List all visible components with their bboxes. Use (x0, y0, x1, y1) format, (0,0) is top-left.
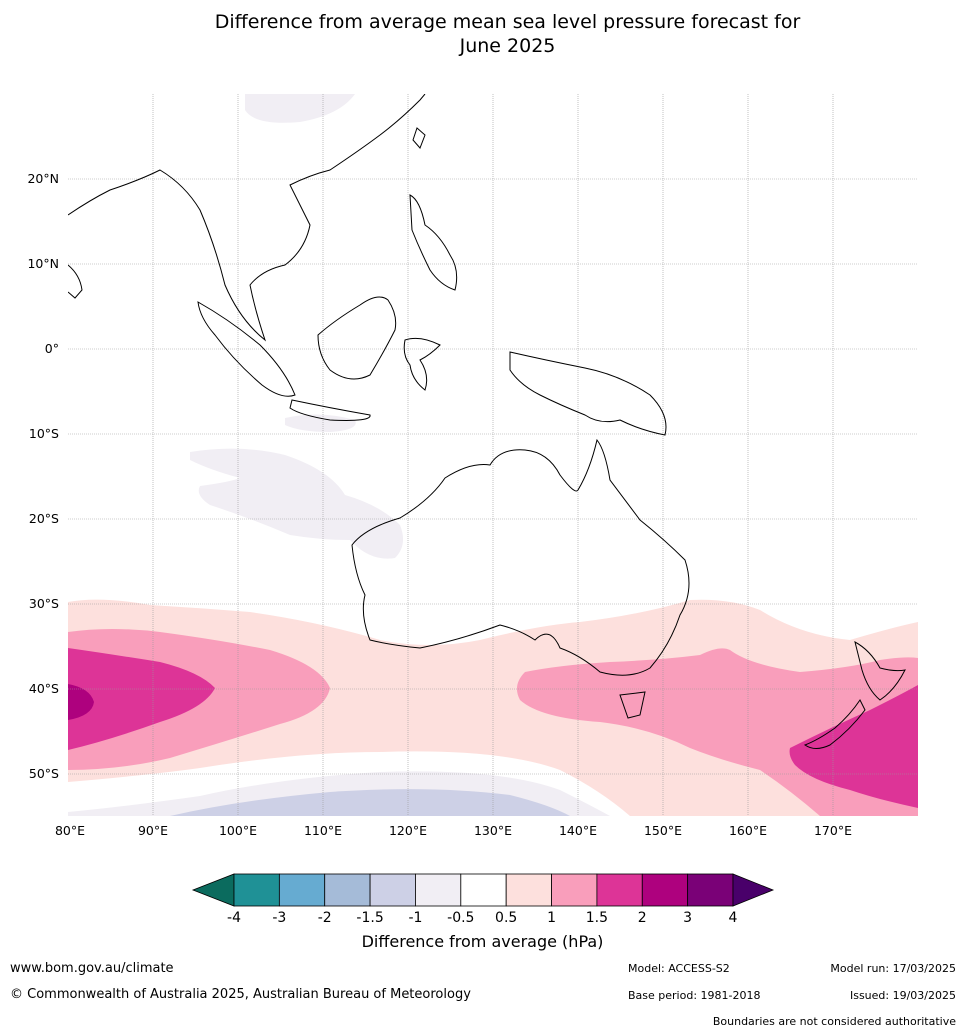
colorbar-tick-label: 4 (729, 910, 738, 926)
lat-label: 20°S (29, 511, 59, 526)
colorbar-extend-high (732, 873, 775, 907)
colorbar-box (505, 873, 552, 907)
anomaly-negative-north (245, 94, 355, 123)
java-coast (289, 399, 371, 421)
sri-lanka-coast (68, 264, 83, 299)
colorbar-box (415, 873, 462, 907)
footer-disclaimer: Boundaries are not considered authoritat… (712, 1015, 956, 1028)
lat-label: 20°N (27, 171, 59, 186)
map-title: Difference from average mean sea level p… (0, 10, 965, 58)
tasmania-coast (619, 691, 646, 719)
lon-label: 170°E (814, 823, 852, 838)
footer-url: www.bom.gov.au/climate (10, 961, 174, 976)
anomaly-positive-2-west (68, 684, 94, 720)
colorbar: -4 -3 -2 -1.5 -1 -0.5 0.5 1 1.5 2 3 4 (191, 873, 775, 926)
lat-label: 10°N (27, 256, 59, 271)
colorbar-tick-label: 2 (638, 910, 647, 926)
colorbar-title: Difference from average (hPa) (361, 932, 604, 951)
lat-label: 50°S (29, 766, 59, 781)
footer-copyright: © Commonwealth of Australia 2025, Austra… (10, 987, 471, 1002)
new-zealand-south (803, 699, 866, 749)
new-guinea-coast (509, 351, 667, 436)
borneo-coast (317, 296, 397, 380)
colorbar-box (369, 873, 416, 907)
sulawesi-coast (403, 337, 441, 391)
lat-label: 0° (45, 341, 59, 356)
colorbar-box (551, 873, 598, 907)
anomaly-negative-tropical (190, 448, 404, 559)
anomaly-positive-1.5-east (789, 685, 918, 808)
lon-label: 90°E (138, 823, 168, 838)
colorbar-box (641, 873, 689, 907)
lon-label: 150°E (644, 823, 682, 838)
colorbar-box (233, 873, 280, 907)
colorbar-tick-label: 0.5 (495, 910, 517, 926)
lon-label: 110°E (304, 823, 342, 838)
graticule (68, 94, 918, 816)
coastlines (68, 94, 906, 749)
taiwan-coast (412, 127, 426, 149)
lon-label: 80°E (55, 823, 85, 838)
colorbar-tick-label: -0.5 (447, 910, 474, 926)
colorbar-box (460, 873, 507, 907)
anomaly-negative-south-2 (170, 789, 570, 816)
colorbar-tick-label: 3 (683, 910, 692, 926)
mainland-asia-coast (68, 94, 426, 342)
footer-model: Model: ACCESS-S2 (628, 962, 730, 975)
lon-label: 140°E (559, 823, 597, 838)
philippines-coast (409, 194, 458, 291)
colorbar-box (687, 873, 734, 907)
colorbar-tick-label: -3 (272, 910, 286, 926)
title-line-1: Difference from average mean sea level p… (214, 11, 801, 33)
new-zealand-north (854, 641, 906, 701)
colorbar-tick-label: 1.5 (586, 910, 608, 926)
anomaly-negative-java (285, 414, 356, 432)
colorbar-box (324, 873, 371, 907)
colorbar-tick-label: -4 (227, 910, 241, 926)
colorbar-tick-label: 1 (547, 910, 556, 926)
lon-label: 100°E (219, 823, 257, 838)
lon-label: 130°E (474, 823, 512, 838)
anomaly-positive-1.5-west (68, 648, 215, 750)
longitude-labels: 80°E 90°E 100°E 110°E 120°E 130°E 140°E … (55, 823, 852, 838)
title-line-2: June 2025 (459, 35, 556, 57)
colorbar-tick-label: -1 (408, 910, 422, 926)
footer-issued: Issued: 19/03/2025 (849, 989, 956, 1002)
lat-label: 10°S (29, 426, 59, 441)
colorbar-extend-low (191, 873, 235, 907)
colorbar-tick-label: -1.5 (356, 910, 383, 926)
lon-label: 120°E (389, 823, 427, 838)
australia-coast (351, 438, 690, 676)
footer-model-run: Model run: 17/03/2025 (830, 962, 956, 975)
colorbar-tick-label: -2 (318, 910, 332, 926)
latitude-labels: 20°N 10°N 0° 10°S 20°S 30°S 40°S 50°S (27, 171, 59, 781)
lat-label: 30°S (29, 596, 59, 611)
lat-label: 40°S (29, 681, 59, 696)
colorbar-box (278, 873, 326, 907)
lon-label: 160°E (729, 823, 767, 838)
sumatra-coast (197, 301, 296, 397)
colorbar-box (596, 873, 643, 907)
footer-base-period: Base period: 1981-2018 (628, 989, 761, 1002)
